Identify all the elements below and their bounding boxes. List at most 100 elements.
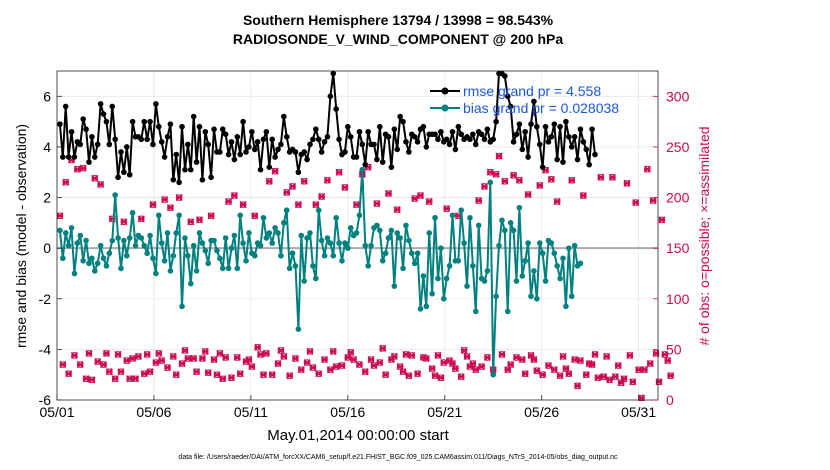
bias-point xyxy=(281,220,287,226)
bias-point xyxy=(118,265,124,272)
rmse-point xyxy=(449,128,456,135)
obs-assimilated-marker xyxy=(97,180,105,188)
bias-point xyxy=(222,235,229,241)
obs-assimilated-marker xyxy=(527,351,535,360)
bias-point xyxy=(438,245,444,251)
rmse-point xyxy=(583,146,590,153)
bias-point xyxy=(83,237,89,244)
obs-assimilated-marker xyxy=(646,359,654,368)
x-tick-label: 05/16 xyxy=(330,404,365,420)
bias-point xyxy=(542,278,549,284)
obs-assimilated-marker xyxy=(451,365,459,373)
bias-point xyxy=(80,258,86,264)
obs-assimilated-marker xyxy=(408,351,416,360)
rmse-point xyxy=(502,73,508,79)
bias-point xyxy=(100,255,107,262)
bias-point xyxy=(493,293,499,300)
obs-assimilated-marker xyxy=(629,378,637,386)
rmse-point xyxy=(275,146,281,153)
obs-assimilated-marker xyxy=(254,343,262,351)
obs-assimilated-marker xyxy=(469,359,477,368)
obs-assimilated-marker xyxy=(178,359,186,368)
rmse-point xyxy=(89,134,95,140)
obs-assimilated-marker xyxy=(216,349,224,357)
obs-assimilated-marker xyxy=(367,355,375,364)
x-tick-label: 05/01 xyxy=(39,404,74,420)
obs-assimilated-marker xyxy=(129,354,137,363)
obs-assimilated-marker xyxy=(85,349,93,357)
bias-point xyxy=(528,293,534,300)
obs-assimilated-marker xyxy=(114,350,122,359)
y-tick-label: -6 xyxy=(39,392,52,408)
obs-assimilated-marker xyxy=(472,366,480,374)
rmse-point xyxy=(365,128,371,135)
bias-point xyxy=(129,209,136,216)
obs-assimilated-marker xyxy=(576,356,585,365)
bias-point xyxy=(464,283,470,289)
obs-assimilated-marker xyxy=(550,366,558,374)
bias-point xyxy=(548,240,555,246)
rmse-point xyxy=(217,149,223,155)
rmse-point xyxy=(577,126,584,133)
bias-point xyxy=(158,240,165,246)
right-tick-label: 200 xyxy=(666,190,690,206)
rmse-point xyxy=(272,154,278,160)
obs-assimilated-marker xyxy=(198,354,206,363)
bias-point xyxy=(97,242,104,249)
obs-assimilated-marker xyxy=(428,365,436,373)
rmse-point xyxy=(438,128,444,135)
obs-assimilated-marker xyxy=(286,372,294,380)
bias-point xyxy=(536,240,543,246)
bias-point xyxy=(400,265,406,272)
legend-rmse-label: rmse grand pr = 4.558 xyxy=(463,83,601,99)
legend-bias-label: bias grand pr = 0.028038 xyxy=(463,100,619,116)
rmse-point xyxy=(356,128,363,135)
rmse-point xyxy=(60,154,66,160)
bias-point xyxy=(144,250,150,257)
obs-assimilated-marker xyxy=(210,355,218,364)
obs-assimilated-marker xyxy=(416,191,425,200)
rmse-point xyxy=(170,177,177,183)
rmse-point xyxy=(92,154,98,160)
rmse-point xyxy=(589,126,595,133)
obs-assimilated-marker xyxy=(539,371,547,379)
obs-assimilated-marker xyxy=(643,165,651,173)
y-tick-label: 2 xyxy=(43,190,51,206)
obs-assimilated-marker xyxy=(62,178,70,186)
obs-assimilated-marker xyxy=(297,366,305,374)
rmse-point xyxy=(86,159,92,165)
rmse-point xyxy=(557,123,563,130)
bias-point xyxy=(263,235,270,241)
bias-point xyxy=(525,240,531,246)
rmse-point xyxy=(452,146,459,153)
bias-point xyxy=(324,235,331,241)
rmse-point xyxy=(318,149,325,155)
rmse-point xyxy=(83,126,89,133)
bias-point xyxy=(315,207,322,213)
obs-assimilated-marker xyxy=(207,212,215,220)
obs-count-series xyxy=(56,152,675,402)
rmse-point xyxy=(100,111,107,117)
rmse-point xyxy=(432,131,438,138)
bias-point xyxy=(472,308,479,315)
rmse-point xyxy=(118,149,124,155)
obs-assimilated-marker xyxy=(283,188,291,197)
y-tick-label: -4 xyxy=(39,341,52,357)
obs-assimilated-marker xyxy=(431,372,439,380)
bias-point xyxy=(440,295,447,302)
obs-assimilated-marker xyxy=(59,361,67,369)
bias-point xyxy=(275,230,281,236)
bias-point xyxy=(534,295,540,302)
bias-point xyxy=(353,230,360,236)
bias-point xyxy=(388,227,395,234)
obs-assimilated-marker xyxy=(175,193,183,202)
rmse-point xyxy=(379,159,386,165)
bias-point xyxy=(196,230,203,236)
obs-assimilated-marker xyxy=(504,366,512,374)
bias-point xyxy=(563,303,569,310)
rmse-point xyxy=(539,164,546,170)
obs-assimilated-marker xyxy=(486,168,494,176)
bias-point xyxy=(278,252,284,259)
obs-assimilated-marker xyxy=(664,356,672,365)
obs-assimilated-marker xyxy=(236,370,244,378)
